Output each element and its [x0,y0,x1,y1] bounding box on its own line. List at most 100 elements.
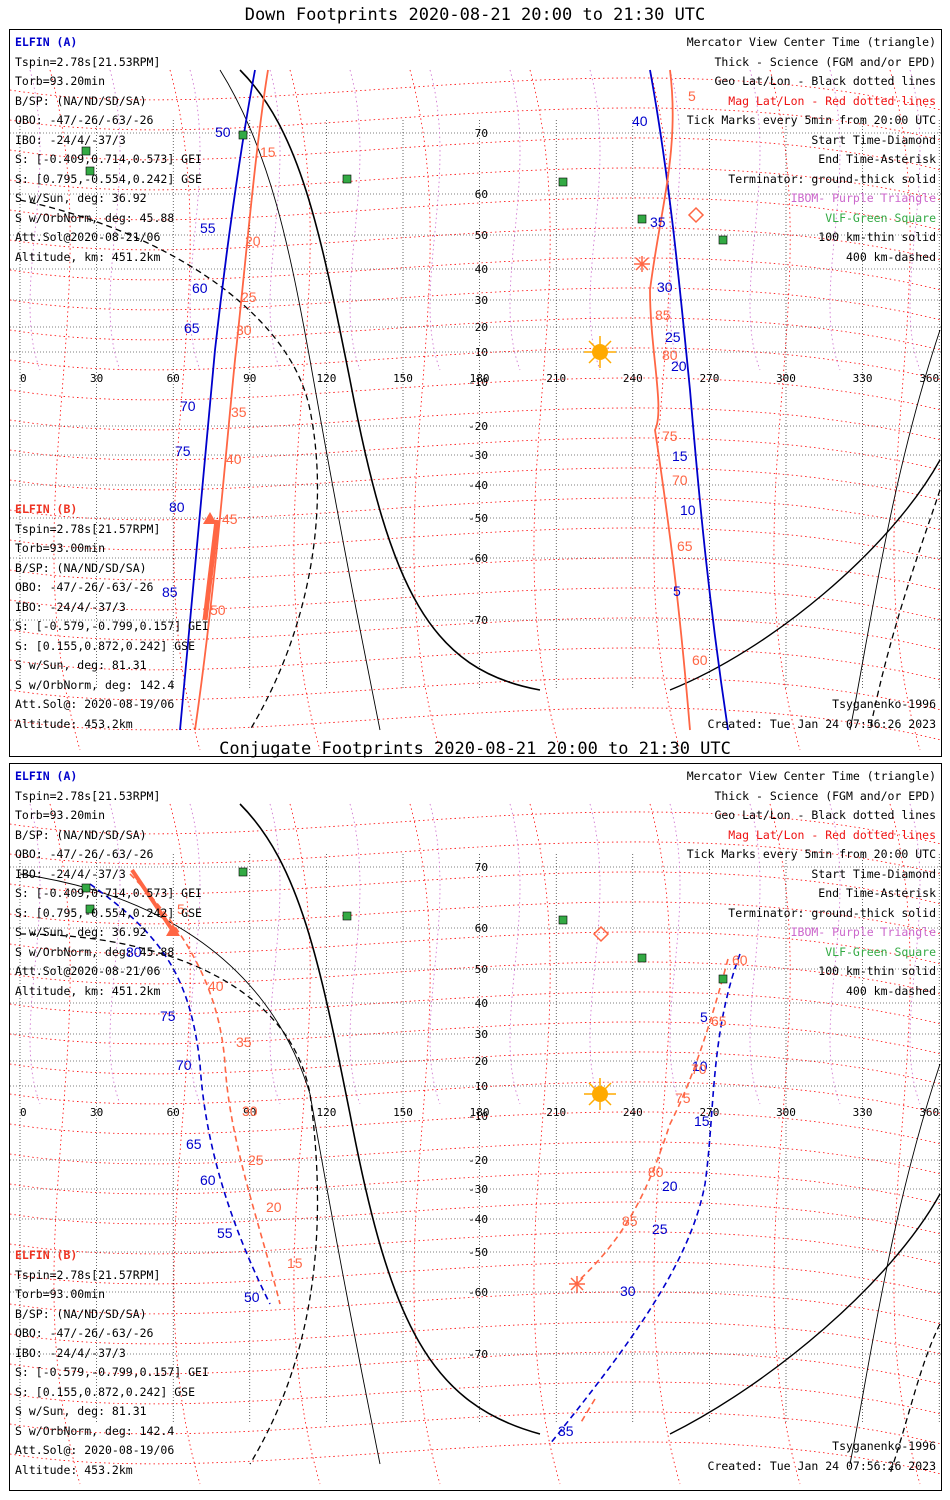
info-line: B/SP: (NA/ND/SD/SA) [15,560,147,575]
altitude-400km-line-east [889,1323,941,1475]
elfin-b-tick-label: 25 [248,1152,264,1168]
elfin-a-tick-label: 85 [162,584,178,600]
elfin-b-tick-label: 80 [662,347,678,363]
info-line: IBO: -24/4/-37/3 [15,1345,126,1360]
lat-label: 40 [475,997,488,1010]
elfin-b-science-segment [130,868,177,936]
lat-label: -10 [468,376,488,389]
lat-label: 30 [475,1028,488,1041]
legend-entry: VLF-Green Square [825,944,936,959]
lat-label: -10 [468,1110,488,1123]
legend-entry: 400 km-dashed [845,983,936,998]
info-line: S: [-0.579,-0.799,0.157] GEI [15,619,209,633]
map-panel-down: 0 30 60 90 120 150 180 210 240 270 300 330 360 70 60 5… [9,29,942,757]
lat-labels: 70 60 50 40 30 20 10 -10 -20 -30 -40 -50 -60 -70 [468,127,488,627]
info-line: S w/Sun, deg: 81.31 [15,1404,147,1418]
legend-entry: 100 km-thin solid [818,230,936,244]
elfin-a-tick-label: 55 [217,1225,233,1241]
lat-label: -30 [468,449,488,462]
info-line: Tspin=2.78s[21.53RPM] [15,54,161,69]
model-label: Tsyganenko-1996 [832,697,936,711]
elfin-b-tick-label: 35 [231,404,247,420]
info-line: Altitude, km: 451.2km [15,983,161,998]
elfin-b-tick-label: 40 [208,978,224,994]
end-time-asterisk [569,1276,585,1292]
lon-label: 150 [393,372,413,385]
lon-label: 240 [623,1106,643,1119]
info-line: Torb=93.00min [15,541,106,555]
elfin-b-tick-label: 45 [222,511,238,527]
legend-entry: Start Time-Diamond [811,866,936,881]
legend-entry: Terminator: ground-thick solid [728,905,936,920]
info-line: S w/OrbNorm, deg: 142.4 [15,1423,175,1438]
info-line: OBO: -47/-26/-63/-26 [15,847,154,861]
lat-label: 20 [475,1055,488,1068]
lat-label: 10 [475,1080,488,1093]
lon-label: 330 [853,1106,873,1119]
lon-label: 0 [20,1106,27,1119]
lon-label: 300 [776,1106,796,1119]
info-line: OBO: -47/-26/-63/-26 [15,1326,154,1340]
elfin-b-info: ELFIN (B) Tspin=2.78s[21.57RPM] Torb=93.00… [15,1246,209,1480]
elfin-b-tick-label: 70 [672,472,688,488]
info-line: S: [0.795,-0.554,0.242] GSE [15,905,202,920]
model-label: Tsyganenko-1996 [832,1439,936,1453]
lat-label: 40 [475,263,488,276]
lat-label: 50 [475,963,488,976]
elfin-b-tick-label: 5 [688,88,696,104]
elfin-a-track [179,69,256,731]
elfin-a-tick-label: 75 [160,1008,176,1024]
altitude-100km-line-east [849,329,941,731]
elfin-a-track-east [649,69,729,731]
elfin-a-tick-label: 65 [186,1136,202,1152]
elfin-b-tick-label: 35 [236,1034,252,1050]
info-line: S: [0.155,0.872,0.242] GSE [15,638,196,653]
info-line: OBO: -47/-26/-63/-26 [15,113,154,127]
mag-grid [10,803,941,1485]
created-timestamp: Created: Tue Jan 24 07:56:26 2023 [707,1458,936,1473]
elfin-a-tick-label: 25 [665,329,681,345]
elfin-b-track-south [579,1398,596,1425]
elfin-a-tick-label: 60 [192,280,208,296]
info-line: Att.Sol@: 2020-08-19/06 [15,1443,175,1457]
lon-label: 30 [90,372,103,385]
elfin-a-tick-label: 10 [680,502,696,518]
lon-label: 120 [316,372,336,385]
elfin-a-tick-label: 80 [169,499,185,515]
mercator-map-conjugate: 0 30 60 90 120 150 180 210 240 270 300 330 360 70 60 5… [10,803,941,1485]
lat-label: -50 [468,1246,488,1259]
elfin-b-tick-label: 25 [241,289,257,305]
elfin-a-tick-label: 20 [671,358,687,374]
created-timestamp: Created: Tue Jan 24 07:56:26 2023 [707,716,936,731]
vlf-station-squares [81,867,728,984]
elfin-b-track [129,873,281,1305]
lon-label: 150 [393,1106,413,1119]
elfin-a-tick-label: 15 [694,1113,710,1129]
panel-title-down: Down Footprints 2020-08-21 20:00 to 21:3… [244,5,706,25]
info-line: OBO: -47/-26/-63/-26 [15,580,154,594]
panel-title-conjugate: Conjugate Footprints 2020-08-21 20:00 to… [219,739,731,759]
legend-entry: End Time-Asterisk [818,886,936,900]
geo-grid [10,120,941,690]
info-line: S w/OrbNorm, deg: 45.88 [15,210,175,225]
legend-entry: Thick - Science (FGM and/or EPD) [714,54,936,69]
info-line: B/SP: (NA/ND/SD/SA) [15,1306,147,1321]
lon-label: 0 [20,372,27,385]
lat-labels: 70 60 50 40 30 20 10 -10 -20 -30 -40 -50 -60 -70 [468,861,488,1361]
mag-grid [10,69,941,751]
lon-label: 240 [623,372,643,385]
terminator-ground-line [239,69,541,691]
elfin-b-info: ELFIN (B) Tspin=2.78s[21.57RPM] Torb=93.00… [15,500,209,734]
elfin-a-tick-label: 65 [184,320,200,336]
elfin-b-tick-label: 65 [677,538,693,554]
info-line: Tspin=2.78s[21.57RPM] [15,1267,161,1282]
info-line: IBO: -24/4/-37/3 [15,866,126,881]
elfin-a-tick-label: 30 [657,279,673,295]
info-line: ELFIN (B) [15,502,78,516]
info-line: Att.Sol@2020-08-21/06 [15,964,161,978]
info-line: S w/Sun, deg: 36.92 [15,925,147,939]
lat-label: -20 [468,1154,488,1167]
start-time-diamond [687,206,705,224]
info-line: S: [0.795,-0.554,0.242] GSE [15,171,202,186]
elfin-b-science-segment [202,519,220,621]
